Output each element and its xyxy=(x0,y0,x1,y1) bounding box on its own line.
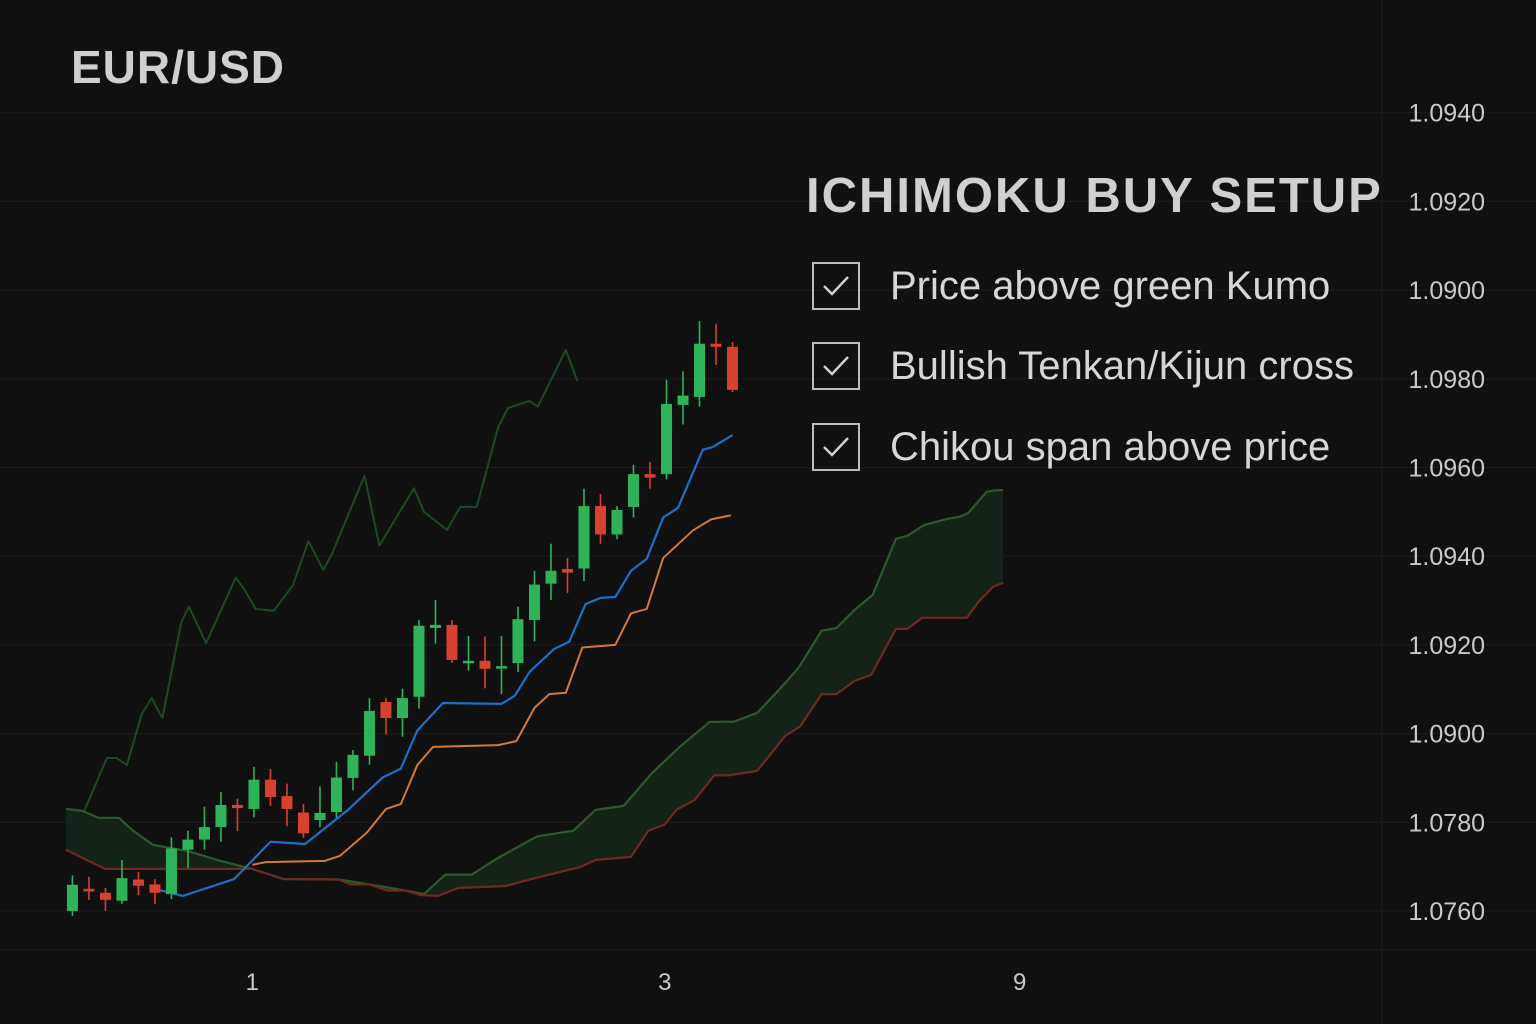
checkbox-checked-icon[interactable] xyxy=(812,262,860,310)
candle-bullish xyxy=(495,666,507,669)
indicator-lines xyxy=(65,348,1004,897)
candle-bullish xyxy=(528,584,540,621)
y-tick-label: 1.0960 xyxy=(1409,454,1485,482)
chikou-span-line xyxy=(83,348,579,812)
candle-bearish xyxy=(132,879,144,886)
candle-bullish xyxy=(363,710,375,756)
candle-bullish xyxy=(462,660,474,664)
candle-bullish xyxy=(165,848,177,895)
candle-bearish xyxy=(644,474,656,478)
candle-bearish xyxy=(149,884,161,893)
x-axis: 1 3 9 xyxy=(246,969,1027,996)
kumo-cloud xyxy=(66,490,1004,896)
candle-bullish xyxy=(347,754,359,778)
candle-bullish xyxy=(677,395,689,405)
tenkan-sen-line xyxy=(159,434,734,897)
candle-bearish xyxy=(281,796,293,809)
candle-bullish xyxy=(545,570,557,584)
candle-bullish xyxy=(611,510,623,535)
kumo-fill xyxy=(66,490,1004,896)
x-tick-label: 3 xyxy=(658,969,671,996)
candle-bullish xyxy=(182,839,194,850)
y-tick-label: 1.0920 xyxy=(1409,632,1485,660)
candle-bearish xyxy=(727,346,739,390)
y-tick-label: 1.0760 xyxy=(1409,898,1485,926)
y-tick-label: 1.0900 xyxy=(1409,721,1485,749)
candle-bullish xyxy=(330,777,342,813)
setup-title: ICHIMOKU BUY SETUP xyxy=(806,169,1383,223)
candle-bullish xyxy=(314,812,326,821)
setup-panel: ICHIMOKU BUY SETUP Price above green Kum… xyxy=(806,168,1383,471)
x-tick-label: 1 xyxy=(246,969,259,996)
y-tick-label: 1.0980 xyxy=(1409,366,1485,394)
checklist-label: Price above green Kumo xyxy=(890,263,1331,308)
checkbox-checked-icon[interactable] xyxy=(812,342,860,390)
candle-bullish xyxy=(693,343,705,397)
checklist-label: Bullish Tenkan/Kijun cross xyxy=(890,343,1354,388)
checklist-item: Bullish Tenkan/Kijun cross xyxy=(812,342,1354,390)
y-tick-label: 1.0900 xyxy=(1409,277,1485,305)
candle-bullish xyxy=(578,506,590,569)
kijun-sen-line xyxy=(252,514,732,866)
candle-bullish xyxy=(627,474,639,507)
candle-bullish xyxy=(116,878,128,901)
candle-bearish xyxy=(231,804,243,809)
checklist-label: Chikou span above price xyxy=(890,424,1331,469)
candle-bullish xyxy=(429,624,441,629)
candles xyxy=(66,321,739,916)
y-axis: 1.0940 1.0920 1.0900 1.0980 1.0960 1.0940 1.09… xyxy=(1409,100,1485,926)
candle-bullish xyxy=(660,404,672,475)
candle-bullish xyxy=(512,619,524,664)
y-tick-label: 1.0780 xyxy=(1409,809,1485,837)
y-tick-label: 1.0920 xyxy=(1409,188,1485,216)
candle-bullish xyxy=(198,827,210,840)
candle-bearish xyxy=(264,779,276,797)
candle-bullish xyxy=(215,804,227,828)
candle-bearish xyxy=(594,506,606,535)
chart-title: EUR/USD xyxy=(71,41,286,93)
senkou-span-a-line xyxy=(65,488,1004,896)
candle-bearish xyxy=(561,569,573,573)
checklist-item: Price above green Kumo xyxy=(812,262,1330,310)
y-tick-label: 1.0940 xyxy=(1409,100,1485,128)
candle-bullish xyxy=(396,698,408,719)
checklist-item: Chikou span above price xyxy=(812,423,1330,471)
candle-bearish xyxy=(297,812,309,834)
senkou-span-b-line xyxy=(65,581,1004,897)
candle-bullish xyxy=(248,779,260,809)
candle-bearish xyxy=(446,624,458,660)
checkbox-checked-icon[interactable] xyxy=(812,423,860,471)
candle-bearish xyxy=(479,660,491,669)
candle-bearish xyxy=(83,888,95,892)
candle-bearish xyxy=(380,702,392,719)
candle-bearish xyxy=(99,892,111,900)
candle-bearish xyxy=(710,343,722,347)
candle-bullish xyxy=(66,884,78,911)
candle-bullish xyxy=(413,625,425,697)
x-tick-label: 9 xyxy=(1013,969,1026,996)
y-tick-label: 1.0940 xyxy=(1409,543,1485,571)
